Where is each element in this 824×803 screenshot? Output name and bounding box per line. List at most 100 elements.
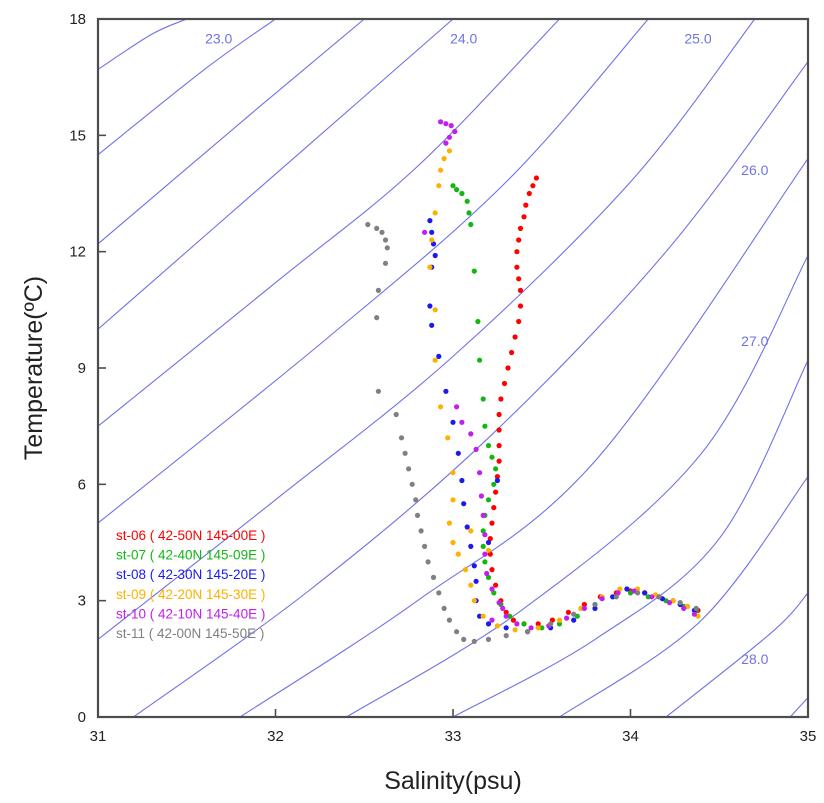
data-point — [514, 264, 520, 270]
data-point — [493, 466, 499, 472]
data-point — [503, 625, 509, 631]
series-st-6 — [365, 221, 699, 645]
data-point — [438, 167, 444, 173]
data-point — [571, 617, 577, 623]
data-point — [693, 605, 699, 612]
data-point — [496, 411, 502, 418]
data-point — [610, 594, 616, 600]
data-point — [464, 524, 470, 530]
data-point — [493, 582, 499, 588]
data-point — [533, 175, 540, 181]
data-point — [446, 134, 452, 140]
data-point — [450, 419, 456, 425]
plot-background — [98, 19, 808, 717]
data-point — [462, 567, 468, 573]
isopycnal-line-4 — [98, 19, 454, 330]
y-tick-label: 18 — [69, 11, 86, 28]
legend-entry: st-06 ( 42-50N 145-00E ) — [116, 528, 265, 543]
data-point — [578, 605, 584, 612]
data-point — [450, 497, 456, 503]
data-point — [496, 458, 502, 464]
isopycnal-label: 23.0 — [205, 30, 232, 46]
data-point — [473, 578, 479, 584]
data-point — [494, 474, 500, 480]
data-point — [485, 574, 492, 581]
data-point — [414, 512, 421, 519]
data-point — [514, 621, 520, 627]
isopycnal-label: 26.0 — [741, 162, 768, 178]
data-point — [475, 318, 481, 325]
data-point — [613, 594, 619, 600]
data-point — [485, 497, 492, 503]
data-point — [402, 450, 408, 456]
legend-entry: st-09 ( 42-20N 145-30E ) — [116, 587, 265, 602]
data-point — [441, 605, 447, 612]
data-point — [461, 636, 467, 643]
data-point — [398, 435, 405, 441]
data-point — [427, 264, 433, 270]
data-point — [525, 629, 531, 635]
data-point — [468, 221, 474, 228]
data-point — [498, 396, 504, 402]
data-point — [581, 605, 588, 612]
data-point — [494, 623, 500, 629]
data-point — [487, 536, 493, 542]
data-point — [464, 198, 470, 204]
data-point — [429, 237, 435, 243]
data-point — [496, 600, 502, 606]
data-point — [556, 617, 563, 623]
isopycnal-label: 28.0 — [741, 651, 768, 667]
data-point — [379, 229, 385, 235]
data-point — [485, 636, 492, 643]
data-point — [535, 621, 541, 627]
data-point — [480, 543, 486, 550]
data-point — [436, 353, 442, 359]
data-point — [450, 183, 456, 189]
isopycnal-line-5 — [98, 19, 560, 427]
data-point — [489, 520, 495, 526]
data-point — [592, 601, 598, 608]
data-point — [478, 493, 484, 499]
data-point — [516, 318, 522, 325]
legend-entry: st-07 ( 42-40N 145-09E ) — [116, 548, 265, 563]
data-point — [454, 629, 460, 635]
data-point — [512, 627, 518, 633]
data-point — [599, 596, 605, 602]
data-point — [564, 615, 570, 621]
x-tick-label: 32 — [267, 728, 284, 745]
data-point — [480, 512, 486, 519]
data-point — [438, 119, 444, 125]
data-point — [473, 446, 479, 452]
data-point — [374, 225, 380, 231]
data-point — [455, 450, 461, 456]
data-point — [489, 567, 495, 573]
y-tick-label: 9 — [78, 360, 86, 377]
data-point — [382, 237, 389, 243]
data-point — [592, 605, 598, 612]
x-axis-title: Salinity(psu) — [384, 767, 522, 795]
data-point — [489, 617, 495, 623]
data-point — [485, 539, 492, 546]
data-point — [459, 419, 465, 425]
data-point — [503, 613, 509, 619]
data-point — [500, 605, 506, 612]
data-point — [427, 303, 433, 309]
data-point — [422, 229, 428, 235]
isopycnal-label-layer: 23.0 24.0 25.0 26.0 27.0 28.0 — [205, 30, 769, 666]
data-point — [427, 218, 433, 224]
data-point — [521, 214, 527, 220]
data-point — [468, 431, 474, 437]
data-point — [432, 307, 438, 313]
data-point — [446, 520, 452, 526]
y-tick-label: 15 — [69, 127, 86, 144]
data-point — [384, 245, 390, 251]
data-point — [521, 621, 527, 627]
y-tick-label: 12 — [69, 244, 86, 261]
data-point — [691, 611, 698, 617]
isopycnal-line-6 — [98, 19, 649, 524]
data-points-layer — [365, 119, 701, 645]
data-point — [409, 481, 415, 487]
data-point — [480, 613, 486, 619]
y-axis: 0 3 6 9 12 15 18 — [69, 11, 106, 726]
isopycnal-line-8 — [133, 61, 808, 717]
